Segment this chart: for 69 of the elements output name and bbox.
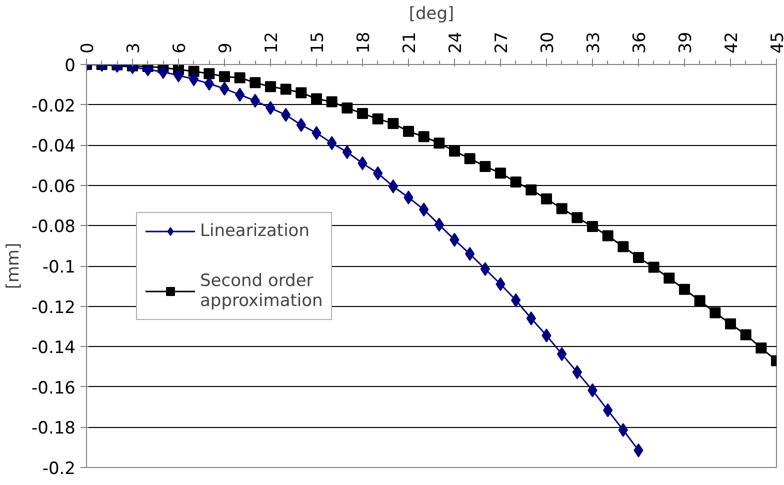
y-tick-label: -0.06 <box>32 176 76 197</box>
point <box>143 64 153 76</box>
point <box>342 102 353 114</box>
point <box>434 138 445 149</box>
point <box>234 72 246 84</box>
point <box>250 77 261 88</box>
point <box>710 307 721 318</box>
point <box>679 284 690 295</box>
point <box>633 252 644 264</box>
x-tick-label: 9 <box>216 42 236 54</box>
x-tick-label: 36 <box>630 32 650 54</box>
x-tick-label: 3 <box>124 42 144 54</box>
legend-label: Second order approximation <box>200 270 323 310</box>
point <box>526 184 537 196</box>
y-tick-label: -0.18 <box>32 418 76 439</box>
x-tick-label: 12 <box>262 32 282 54</box>
point <box>495 168 506 179</box>
point <box>587 221 598 232</box>
y-tick-label: 0 <box>64 56 76 76</box>
y-axis-title: [mm] <box>4 242 24 290</box>
point <box>510 176 522 188</box>
x-tick-label: 30 <box>538 32 558 54</box>
point <box>602 230 614 242</box>
x-tick-label: 33 <box>584 32 604 54</box>
x-tick-label: 39 <box>676 32 696 54</box>
point <box>740 329 752 340</box>
point <box>648 262 660 273</box>
y-tick-label: -0.12 <box>32 298 76 318</box>
point <box>357 108 368 119</box>
x-tick-label: 42 <box>722 32 742 54</box>
point <box>480 160 491 172</box>
x-tick-label: 15 <box>308 32 328 54</box>
point <box>265 81 276 92</box>
point <box>418 131 430 142</box>
y-tick-label: -0.02 <box>32 96 76 116</box>
y-tick-label: -0.14 <box>32 338 76 358</box>
x-tick-label: 21 <box>400 32 420 54</box>
x-tick-label: 0 <box>78 42 98 54</box>
legend-label: Linearization <box>200 220 310 240</box>
point <box>572 212 583 224</box>
point <box>296 87 307 98</box>
point <box>219 71 230 82</box>
point <box>664 272 675 284</box>
point <box>372 113 384 124</box>
point <box>541 193 552 204</box>
point <box>388 118 399 130</box>
x-tick-label: 27 <box>492 32 512 54</box>
x-tick-label: 18 <box>354 32 374 54</box>
y-tick-label: -0.16 <box>32 378 76 398</box>
y-tick-label: -0.1 <box>42 258 76 278</box>
point <box>556 203 568 214</box>
point <box>311 93 322 104</box>
y-tick-label: -0.2 <box>42 459 76 479</box>
point <box>326 96 338 108</box>
point <box>403 126 414 137</box>
point <box>280 84 292 95</box>
point <box>618 241 629 252</box>
point <box>464 153 476 164</box>
point <box>694 295 706 306</box>
point <box>756 342 767 354</box>
y-tick-label: -0.04 <box>32 136 76 157</box>
point <box>204 68 215 80</box>
x-tick-label: 45 <box>768 32 784 54</box>
y-tick-label: -0.08 <box>32 217 76 238</box>
point <box>725 318 736 330</box>
x-tick-label: 6 <box>170 42 190 54</box>
x-axis-title: [deg] <box>408 4 454 24</box>
point <box>449 146 460 157</box>
x-tick-label: 24 <box>446 32 466 54</box>
